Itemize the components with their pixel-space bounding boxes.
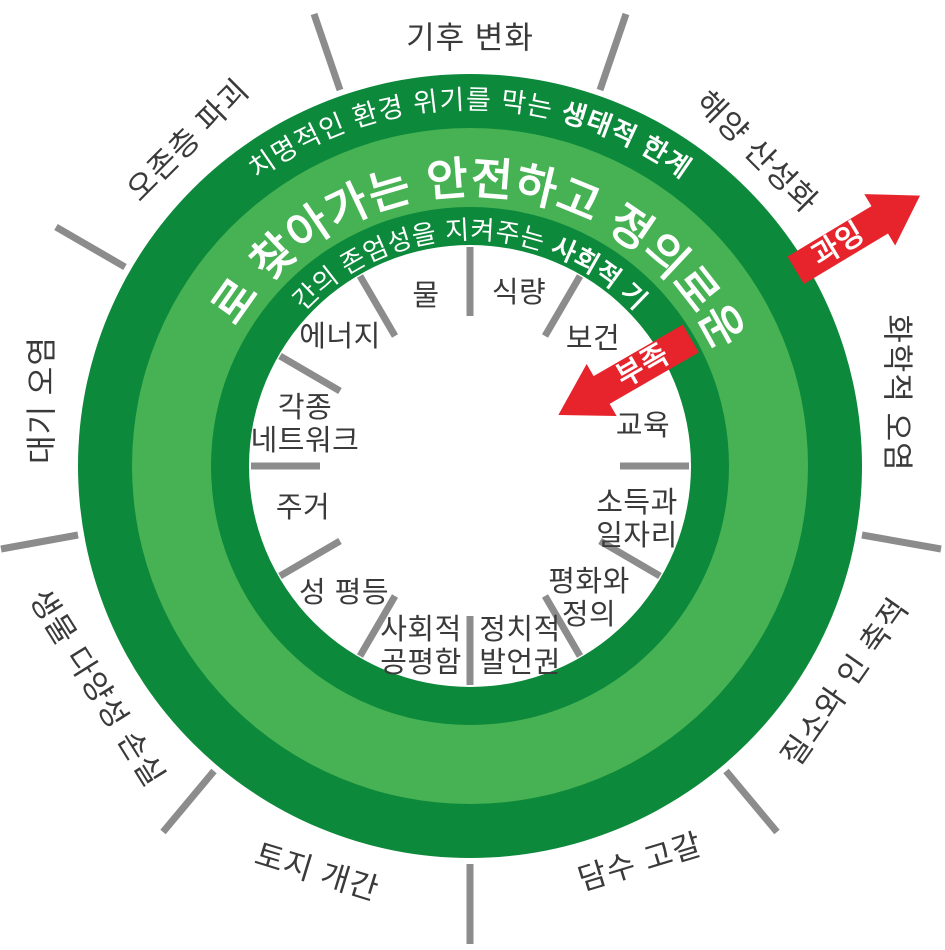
inner-label-networks-line2: 네트워크 xyxy=(251,424,360,457)
outer-label-air-pollution: 대기 오염 xyxy=(25,336,60,464)
segment-divider-tick xyxy=(278,537,342,580)
sector-divider-tick xyxy=(723,768,780,835)
inner-label-social-equity-line1: 사회적 xyxy=(380,613,462,646)
segment-divider-tick xyxy=(278,352,342,395)
overshoot-arrow-shape xyxy=(787,194,921,285)
sector-divider-tick xyxy=(160,768,217,835)
sector-divider-tick xyxy=(861,531,942,553)
inner-label-income-jobs-line1: 소득과 xyxy=(596,487,678,519)
inner-label-income-jobs-line2: 일자리 xyxy=(596,520,678,552)
inner-label-political-voice-line2: 발언권 xyxy=(479,647,561,679)
inner-label-education: 교육 xyxy=(616,410,670,442)
outer-label-land-conversion: 토지 개간 xyxy=(251,837,383,908)
sector-divider-tick xyxy=(310,12,344,92)
inner-label-housing: 주거 xyxy=(276,492,330,524)
inner-label-networks-line1: 각종 xyxy=(278,392,332,424)
inner-label-peace-justice-line2: 정의 xyxy=(562,599,616,631)
sector-divider-tick xyxy=(54,223,127,271)
outer-sector-dividers xyxy=(0,12,942,944)
segment-divider-tick xyxy=(541,274,584,338)
outer-label-chemical-pollution: 화학적 오염 xyxy=(880,314,915,471)
sector-divider-tick xyxy=(0,531,79,553)
inner-label-gender-equality: 성 평등 xyxy=(299,577,389,609)
inner-label-energy: 에너지 xyxy=(299,321,381,353)
inner-label-peace-justice-line1: 평화와 xyxy=(548,566,630,598)
outer-label-climate-change: 기후 변화 xyxy=(406,21,534,56)
sector-divider-tick xyxy=(596,12,630,92)
inner-labels: 물 식량 보건 교육 소득과 일자리 평화와 정의 정치적 발언권 사회적 공평… xyxy=(251,277,678,679)
inner-label-food: 식량 xyxy=(492,277,546,309)
inner-label-water: 물 xyxy=(412,280,439,312)
inner-label-political-voice-line1: 정치적 xyxy=(479,614,561,646)
shortfall-arrow-shape xyxy=(558,324,699,416)
inner-label-health: 보건 xyxy=(566,323,620,355)
segment-divider-tick xyxy=(356,594,399,658)
inner-circle xyxy=(249,245,691,687)
segment-divider-tick xyxy=(598,537,662,580)
segment-divider-tick xyxy=(356,274,399,338)
segment-divider-tick xyxy=(541,594,584,658)
inner-segment-dividers xyxy=(251,247,689,685)
inner-label-social-equity-line2: 공평함 xyxy=(380,647,462,679)
